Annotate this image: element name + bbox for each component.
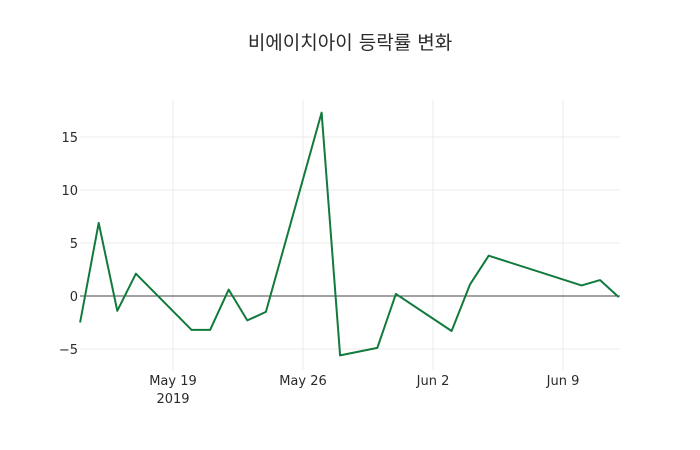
y-tick-label: 5 xyxy=(70,237,78,252)
y-tick-label: 10 xyxy=(61,184,78,199)
chart-title: 비에이치아이 등락률 변화 xyxy=(247,32,453,54)
x-tick-label: May 26 xyxy=(279,374,327,389)
x-tick-label: Jun 9 xyxy=(546,374,580,389)
x-axis: May 19 2019 May 26 Jun 2 Jun 9 xyxy=(149,374,579,407)
y-axis: −5 0 5 10 15 xyxy=(59,131,78,358)
x-tick-year-label: 2019 xyxy=(156,392,189,407)
y-tick-label: 0 xyxy=(70,290,78,305)
y-tick-label: 15 xyxy=(61,131,78,146)
y-tick-label: −5 xyxy=(59,343,78,358)
x-tick-label: Jun 2 xyxy=(416,374,450,389)
series-line[interactable] xyxy=(79,111,620,357)
grid-lines xyxy=(80,100,620,370)
x-tick-label: May 19 xyxy=(149,374,197,389)
